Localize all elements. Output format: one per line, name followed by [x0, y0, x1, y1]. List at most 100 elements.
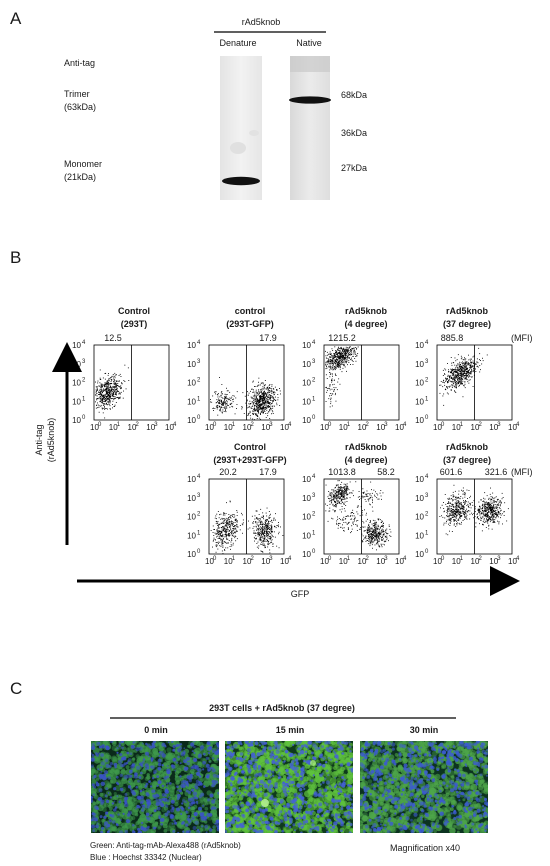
x-tick-label: 10: [452, 423, 461, 432]
x-tick-label: 10: [452, 557, 461, 566]
y-tick-label: 10: [415, 360, 424, 369]
native-top-smear: [290, 56, 330, 72]
x-tick-exponent: 0: [441, 422, 445, 428]
x-tick-label: 10: [165, 423, 174, 432]
x-tick-exponent: 3: [269, 422, 273, 428]
plot-title: control: [235, 306, 266, 316]
x-tick-exponent: 2: [479, 556, 483, 562]
y-tick-label: 10: [302, 341, 311, 350]
x-tick-exponent: 4: [288, 556, 292, 562]
plot-title: (37 degree): [443, 319, 491, 329]
y-tick-exponent: 3: [312, 359, 316, 365]
x-tick-exponent: 1: [347, 422, 351, 428]
plot-title: Control: [118, 306, 150, 316]
trimer-kda-label: (63kDa): [64, 102, 96, 112]
x-tick-exponent: 0: [441, 556, 445, 562]
x-tick-exponent: 3: [384, 556, 388, 562]
micrograph: [225, 741, 353, 833]
plot-events: [439, 347, 488, 406]
x-tick-exponent: 2: [251, 556, 255, 562]
y-tick-label: 10: [72, 416, 81, 425]
x-tick-exponent: 0: [328, 556, 332, 562]
y-tick-label: 10: [187, 416, 196, 425]
x-tick-exponent: 1: [117, 422, 121, 428]
y-tick-label: 10: [72, 397, 81, 406]
monomer-band: [222, 176, 260, 186]
x-tick-exponent: 4: [516, 422, 520, 428]
legend-blue: Blue : Hoechst 33342 (Nuclear): [90, 853, 202, 862]
flow-plot: 10 010 010 110 110 210 210 310 310 410 4: [72, 340, 177, 432]
y-tick-exponent: 3: [197, 359, 201, 365]
x-tick-exponent: 2: [366, 556, 370, 562]
y-tick-exponent: 4: [197, 340, 201, 346]
blot-lane-denature: [220, 56, 262, 200]
x-tick-exponent: 2: [251, 422, 255, 428]
x-tick-exponent: 0: [328, 422, 332, 428]
y-tick-label: 10: [302, 475, 311, 484]
monomer-label: Monomer: [64, 159, 102, 169]
y-tick-label: 10: [302, 379, 311, 388]
y-tick-label: 10: [415, 531, 424, 540]
western-header: rAd5knob: [242, 17, 281, 27]
y-tick-exponent: 4: [425, 474, 429, 480]
y-tick-label: 10: [415, 379, 424, 388]
x-axis-label: GFP: [291, 589, 310, 599]
panel-c-header: 293T cells + rAd5knob (37 degree): [209, 703, 355, 713]
flow-plot: 10 010 010 110 110 210 210 310 310 410 4: [415, 474, 520, 566]
panel-b: B Control (293T) control (293T-GFP) rAd5…: [10, 248, 533, 599]
mfi-value: 885.8: [441, 333, 464, 343]
x-tick-label: 10: [471, 423, 480, 432]
x-tick-exponent: 3: [497, 422, 501, 428]
x-tick-label: 10: [395, 557, 404, 566]
y-tick-exponent: 0: [425, 549, 429, 555]
y-tick-exponent: 3: [197, 493, 201, 499]
flow-plot: 10 010 010 110 110 210 210 310 310 410 4: [415, 340, 520, 432]
x-tick-label: 10: [205, 557, 214, 566]
y-tick-label: 10: [302, 360, 311, 369]
x-tick-label: 10: [90, 423, 99, 432]
plot-title: rAd5knob: [446, 442, 489, 452]
y-tick-label: 10: [415, 550, 424, 559]
x-tick-exponent: 1: [232, 556, 236, 562]
x-tick-label: 10: [109, 423, 118, 432]
x-tick-label: 10: [433, 557, 442, 566]
y-tick-label: 10: [415, 416, 424, 425]
x-tick-label: 10: [376, 423, 385, 432]
flow-plot: 10 010 010 110 110 210 210 310 310 410 4: [302, 340, 407, 432]
y-axis-label: Anti-tag: [34, 424, 44, 455]
y-tick-label: 10: [72, 360, 81, 369]
marker-36kda: 36kDa: [341, 128, 367, 138]
x-tick-exponent: 3: [269, 556, 273, 562]
x-tick-label: 10: [489, 423, 498, 432]
mfi-value: 601.6: [440, 467, 463, 477]
y-tick-label: 10: [302, 416, 311, 425]
y-tick-exponent: 1: [197, 396, 201, 402]
y-tick-exponent: 3: [312, 493, 316, 499]
x-tick-exponent: 1: [347, 556, 351, 562]
monomer-kda-label: (21kDa): [64, 172, 96, 182]
plot-title: (4 degree): [344, 319, 387, 329]
x-tick-exponent: 4: [403, 422, 407, 428]
x-tick-label: 10: [146, 423, 155, 432]
y-tick-label: 10: [415, 494, 424, 503]
x-tick-label: 10: [261, 557, 270, 566]
plot-title: (293T-GFP): [226, 319, 274, 329]
panel-a: A rAd5knob Denature Native Anti-tag Trim…: [10, 9, 367, 200]
x-tick-exponent: 1: [460, 556, 464, 562]
y-tick-label: 10: [302, 397, 311, 406]
y-tick-exponent: 4: [425, 340, 429, 346]
y-tick-exponent: 0: [312, 415, 316, 421]
y-tick-exponent: 2: [312, 512, 316, 518]
smudge: [249, 130, 259, 136]
x-tick-exponent: 3: [154, 422, 158, 428]
y-tick-label: 10: [187, 379, 196, 388]
x-tick-label: 10: [339, 557, 348, 566]
x-tick-exponent: 4: [173, 422, 177, 428]
x-tick-label: 10: [128, 423, 137, 432]
x-tick-label: 10: [205, 423, 214, 432]
y-tick-label: 10: [187, 494, 196, 503]
x-tick-label: 10: [224, 557, 233, 566]
y-tick-label: 10: [187, 550, 196, 559]
y-tick-exponent: 3: [82, 359, 86, 365]
mfi-value: 321.6: [485, 467, 508, 477]
